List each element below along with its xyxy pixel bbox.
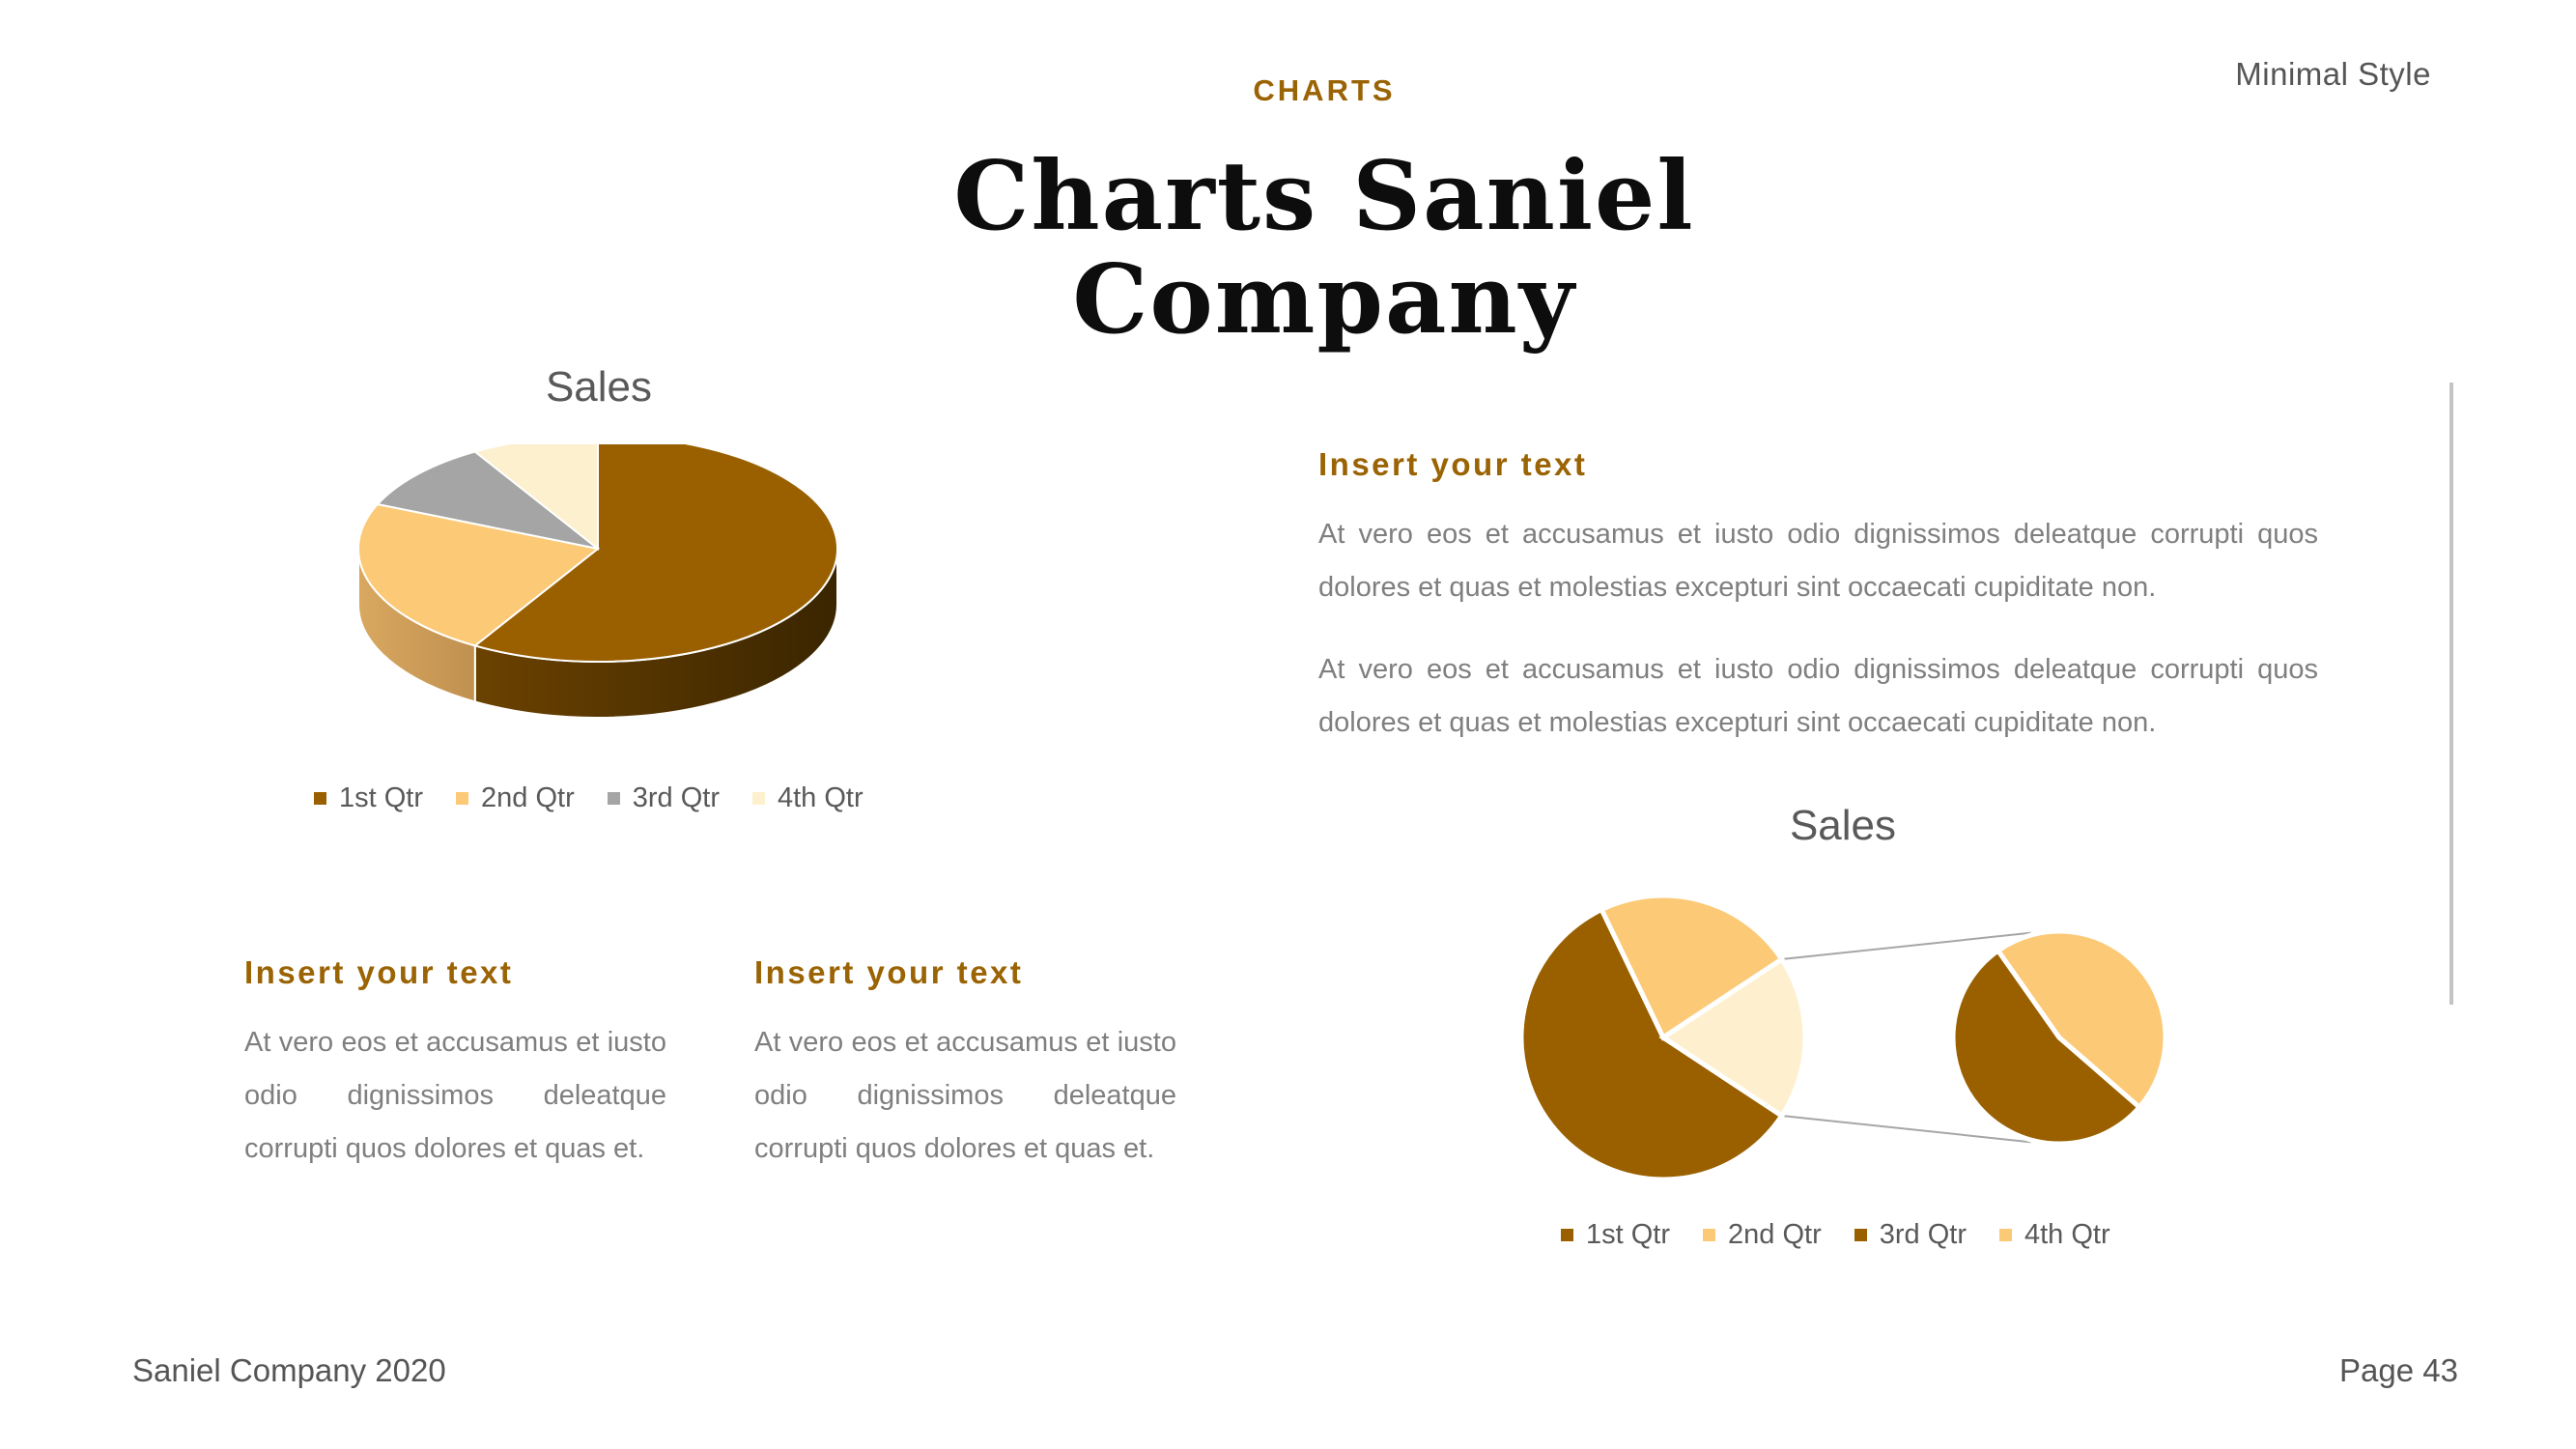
legend-swatch — [1561, 1229, 1573, 1241]
legend-item: 2nd Qtr — [1703, 1219, 1822, 1251]
chart-pie-of-pie: Sales 1st Qtr 2nd Qtr 3rd Qtr 4th Qtr — [1497, 792, 2193, 1275]
page-title-line-1: Charts Saniel — [953, 141, 1695, 252]
legend-swatch — [751, 792, 765, 805]
pie-slice — [376, 450, 599, 550]
legend-item: 4th Qtr — [751, 782, 863, 814]
pie-slice — [1598, 893, 1786, 1041]
pie-3d-graphic — [357, 444, 838, 719]
legend-label: 3rd Qtr — [632, 782, 720, 813]
legend-label: 2nd Qtr — [481, 782, 575, 813]
legend-label: 1st Qtr — [1586, 1219, 1671, 1250]
footer-company: Saniel Company 2020 — [132, 1352, 446, 1388]
page-title: Charts Saniel Company — [0, 145, 2576, 352]
legend-label: 1st Qtr — [339, 782, 424, 813]
legend-swatch — [456, 792, 469, 805]
legend-label: 2nd Qtr — [1728, 1219, 1822, 1250]
legend-swatch — [1998, 1229, 2012, 1241]
text-block-right: Insert your text At vero eos et accusamu… — [1318, 446, 2318, 750]
legend-item: 3rd Qtr — [1854, 1219, 1967, 1251]
pie-of-pie-graphic — [1518, 893, 2168, 1182]
connector-line — [1781, 931, 2032, 961]
text-block-paragraph: At vero eos et accusamus et iusto odio d… — [244, 1027, 666, 1164]
text-block-heading: Insert your text — [244, 954, 514, 990]
chart-legend: 1st Qtr 2nd Qtr 3rd Qtr 4th Qtr — [314, 782, 863, 814]
legend-label: 4th Qtr — [777, 782, 863, 813]
footer-page-number: Page 43 — [2339, 1352, 2458, 1388]
legend-item: 1st Qtr — [314, 782, 423, 814]
section-kicker: CHARTS — [1253, 73, 1396, 107]
legend-item: 1st Qtr — [1561, 1219, 1670, 1251]
tagline: Minimal Style — [2235, 56, 2431, 92]
pie-slice — [1518, 906, 1786, 1182]
chart-title: Sales — [1789, 802, 1897, 849]
vertical-divider — [2449, 383, 2453, 1005]
pie-slice — [472, 444, 838, 663]
text-block-paragraph: At vero eos et accusamus et iusto odio d… — [1318, 654, 2318, 738]
legend-item: 3rd Qtr — [607, 782, 720, 814]
text-block-paragraph: At vero eos et accusamus et iusto odio d… — [754, 1027, 1176, 1164]
legend-swatch — [607, 792, 620, 805]
pie-slice — [357, 502, 601, 647]
legend-swatch — [314, 792, 326, 805]
pie-slice-other — [1658, 955, 1808, 1120]
legend-label: 3rd Qtr — [1879, 1219, 1967, 1250]
legend-swatch — [1703, 1229, 1716, 1241]
legend-label: 4th Qtr — [2024, 1219, 2110, 1250]
text-block-heading: Insert your text — [1318, 446, 1588, 482]
legend-swatch — [1854, 1229, 1867, 1241]
connector-line — [1781, 1114, 2032, 1144]
page-title-line-2: Company — [1072, 244, 1576, 355]
pie-slice — [472, 444, 599, 552]
chart-title: Sales — [545, 363, 653, 411]
text-block-bottom-1: Insert your text At vero eos et accusamu… — [244, 954, 666, 1176]
pie-slice — [1950, 947, 2143, 1147]
chart-legend: 1st Qtr 2nd Qtr 3rd Qtr 4th Qtr — [1561, 1219, 2110, 1251]
legend-item: 2nd Qtr — [456, 782, 575, 814]
text-block-heading: Insert your text — [754, 954, 1024, 990]
text-block-bottom-2: Insert your text At vero eos et accusamu… — [754, 954, 1176, 1176]
pie-slice — [1995, 928, 2168, 1111]
chart-3d-pie: Sales 1st Qtr 2nd Qtr 3rd Qtr 4th Qtr — [290, 357, 908, 831]
text-block-paragraph: At vero eos et accusamus et iusto odio d… — [1318, 519, 2318, 603]
legend-item: 4th Qtr — [1998, 1219, 2110, 1251]
